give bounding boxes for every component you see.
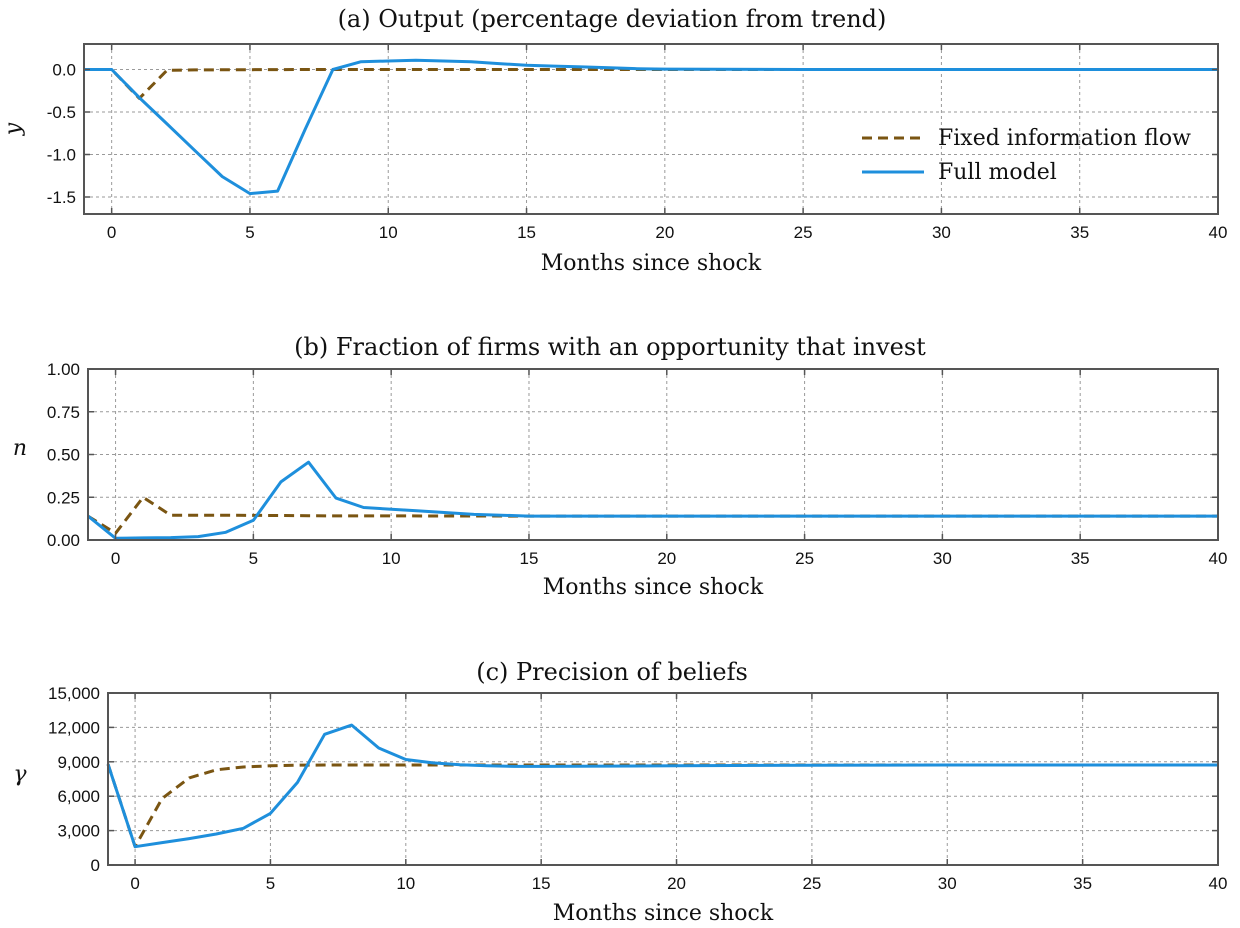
series-line-fixed-information-flow: [84, 68, 1218, 100]
panel-b: (b) Fraction of firms with an opportunit…: [13, 333, 1228, 600]
panel-a-ticks: 0 5 10 15 20 25 30 35 40 0.0 -0.5 -1.0 -1.5: [47, 44, 1228, 242]
panel-a-series: [84, 58, 1218, 196]
x-tick-label: 15: [517, 223, 536, 242]
panel-c-grid: [108, 693, 1218, 865]
y-tick-label: 0.75: [47, 403, 80, 422]
x-tick-label: 5: [249, 549, 258, 568]
y-tick-label: 0.00: [47, 531, 80, 550]
legend: Fixed information flow Full model: [862, 126, 1191, 185]
x-tick-label: 5: [266, 874, 275, 893]
x-tick-label: 10: [382, 549, 401, 568]
x-tick-label: 0: [130, 874, 139, 893]
x-tick-label: 5: [245, 223, 254, 242]
x-tick-label: 30: [933, 549, 952, 568]
y-tick-label: 12,000: [48, 718, 100, 737]
panel-c-title: (c) Precision of beliefs: [476, 658, 748, 686]
y-tick-label: 15,000: [48, 684, 100, 703]
y-tick-label: -1.0: [47, 146, 76, 165]
panel-c-frame: [107, 692, 1219, 866]
legend-label-fixed: Fixed information flow: [938, 126, 1191, 151]
y-tick-label: 0: [91, 856, 100, 875]
series-line-full-model: [84, 58, 1218, 196]
x-tick-label: 15: [532, 874, 551, 893]
panel-a-title: (a) Output (percentage deviation from tr…: [338, 5, 887, 33]
series-line-fixed-information-flow: [106, 763, 1218, 849]
y-tick-label: 0.50: [47, 446, 80, 465]
series-line-full-model: [106, 723, 1218, 849]
x-tick-label: 25: [794, 223, 813, 242]
y-tick-label: -0.5: [47, 103, 76, 122]
panel-c-series: [106, 723, 1218, 849]
x-tick-label: 35: [1073, 874, 1092, 893]
x-tick-label: 35: [1071, 549, 1090, 568]
legend-label-full: Full model: [938, 160, 1057, 185]
y-tick-label: -1.5: [47, 188, 76, 207]
x-tick-label: 40: [1209, 874, 1228, 893]
y-tick-label: 3,000: [57, 822, 100, 841]
y-tick-label: 6,000: [57, 787, 100, 806]
x-tick-label: 10: [396, 874, 415, 893]
y-tick-label: 0.0: [52, 61, 76, 80]
panel-a-xlabel: Months since shock: [541, 251, 762, 276]
panel-a-frame: [83, 43, 1219, 215]
y-tick-label: 9,000: [57, 753, 100, 772]
y-tick-label: 0.25: [47, 488, 80, 507]
panel-c-xlabel: Months since shock: [553, 901, 774, 926]
panel-b-grid: [88, 369, 1218, 540]
x-tick-label: 30: [932, 223, 951, 242]
panel-b-ticks: 0 5 10 15 20 25 30 35 40 0.00 0.25 0.50 0.75 1.00: [47, 360, 1228, 568]
series-line-full-model: [87, 460, 1218, 540]
panel-b-title: (b) Fraction of firms with an opportunit…: [294, 333, 926, 361]
x-tick-label: 25: [802, 874, 821, 893]
x-tick-label: 35: [1070, 223, 1089, 242]
panel-c-ticks: 0 5 10 15 20 25 30 35 40 0 3,000 6,000 9,000 12,000 15…: [48, 684, 1227, 893]
panel-c: (c) Precision of beliefs 0 5 10 15 20 25 30 35 4…: [13, 658, 1227, 926]
x-tick-label: 40: [1209, 549, 1228, 568]
panel-a: (a) Output (percentage deviation from tr…: [1, 5, 1227, 276]
x-tick-label: 20: [655, 223, 674, 242]
y-tick-label: 1.00: [47, 360, 80, 379]
x-tick-label: 30: [938, 874, 957, 893]
x-tick-label: 0: [107, 223, 116, 242]
x-tick-label: 25: [795, 549, 814, 568]
panel-a-ylabel: y: [1, 122, 26, 136]
panel-c-ylabel: γ: [13, 762, 27, 787]
x-tick-label: 40: [1209, 223, 1228, 242]
x-tick-label: 20: [667, 874, 686, 893]
panel-b-series: [87, 460, 1218, 540]
x-tick-label: 10: [379, 223, 398, 242]
x-tick-label: 20: [657, 549, 676, 568]
x-tick-label: 0: [111, 549, 120, 568]
x-tick-label: 15: [520, 549, 539, 568]
panel-b-ylabel: n: [13, 436, 27, 461]
panel-b-xlabel: Months since shock: [543, 575, 764, 600]
